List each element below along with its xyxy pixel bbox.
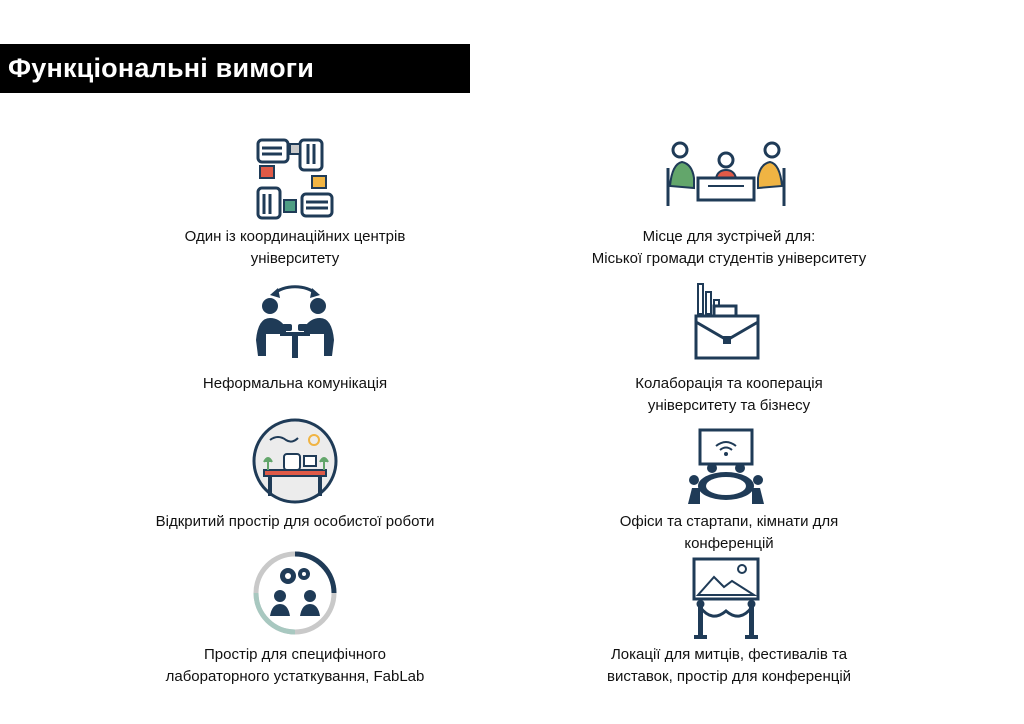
label-informal-communication: Неформальна комунікація (202, 375, 388, 392)
label-collaboration: Колаборація та кооперація університету т… (635, 375, 823, 414)
label-meeting-place: Місце для зустрічей для: Міської громади… (591, 228, 867, 267)
label-artists-exhibitions: Локації для митців, фестивалів та вистав… (606, 646, 852, 685)
gears-lab-icon (252, 550, 338, 636)
label-open-workspace: Відкритий простір для особистої роботи (155, 513, 435, 530)
workspace-desk-icon (252, 418, 338, 504)
label-offices-startups: Офіси та стартапи, кімнати для конференц… (619, 513, 839, 552)
page-title-bar: Функціональні вимоги (0, 44, 470, 93)
label-lab-equipment: Простір для специфічного лабораторного у… (165, 646, 425, 685)
hands-circle-icon (252, 136, 338, 222)
briefcase-chart-icon (692, 282, 762, 362)
meeting-table-icon (664, 138, 788, 210)
conference-room-icon (686, 428, 766, 508)
exhibition-painting-icon (686, 557, 766, 641)
informal-conversation-icon (252, 276, 338, 362)
label-coordination-center: Один із координаційних центрів університ… (184, 228, 406, 267)
page-title: Функціональні вимоги (8, 53, 315, 83)
